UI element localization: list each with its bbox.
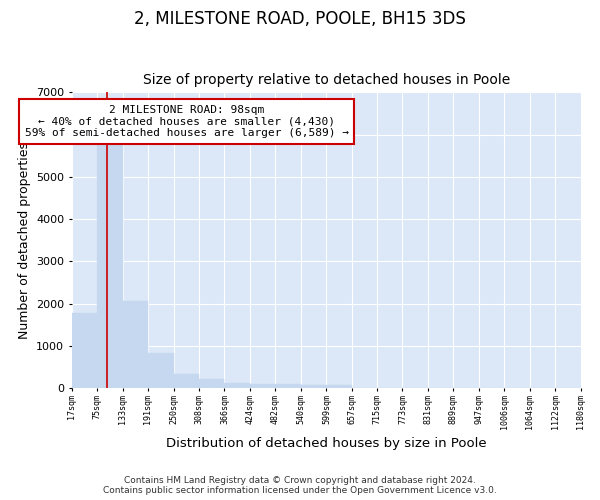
Bar <box>224 384 250 388</box>
X-axis label: Distribution of detached houses by size in Poole: Distribution of detached houses by size … <box>166 437 487 450</box>
Bar <box>97 144 122 388</box>
Text: Contains HM Land Registry data © Crown copyright and database right 2024.
Contai: Contains HM Land Registry data © Crown c… <box>103 476 497 495</box>
Bar <box>199 379 224 388</box>
Title: Size of property relative to detached houses in Poole: Size of property relative to detached ho… <box>143 73 510 87</box>
Bar <box>301 385 326 388</box>
Bar <box>326 386 352 388</box>
Text: 2, MILESTONE ROAD, POOLE, BH15 3DS: 2, MILESTONE ROAD, POOLE, BH15 3DS <box>134 10 466 28</box>
Bar <box>275 384 301 388</box>
Bar <box>250 384 275 388</box>
Bar <box>148 354 174 388</box>
Bar <box>174 374 199 388</box>
Bar <box>122 301 148 388</box>
Y-axis label: Number of detached properties: Number of detached properties <box>17 142 31 338</box>
Text: 2 MILESTONE ROAD: 98sqm
← 40% of detached houses are smaller (4,430)
59% of semi: 2 MILESTONE ROAD: 98sqm ← 40% of detache… <box>25 105 349 138</box>
Bar <box>72 313 97 388</box>
